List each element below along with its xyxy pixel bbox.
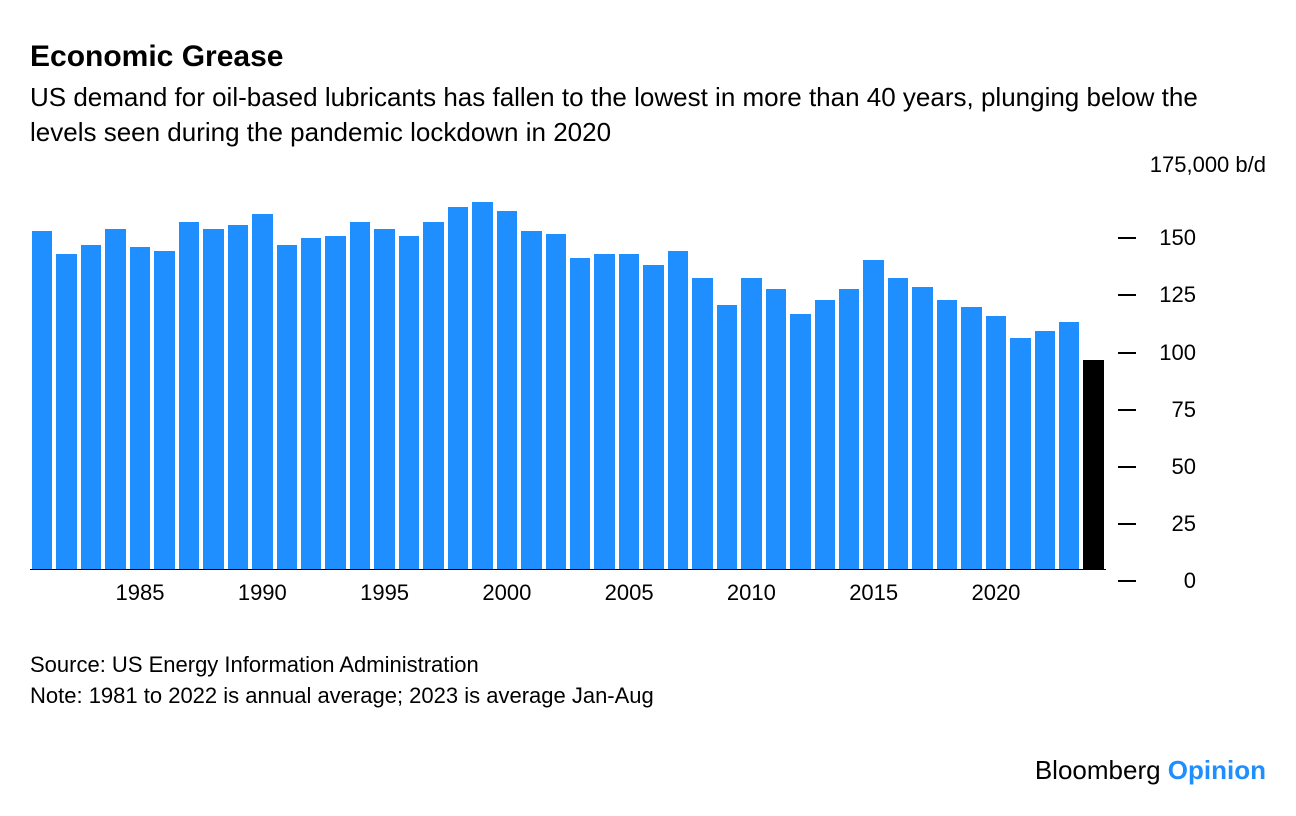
note-text: Note: 1981 to 2022 is annual average; 20… bbox=[30, 681, 1266, 712]
x-tick-label: 2005 bbox=[605, 580, 654, 606]
y-tick: 0 bbox=[1118, 568, 1266, 594]
y-tick-dash bbox=[1118, 409, 1136, 411]
y-tick: 125 bbox=[1118, 282, 1266, 308]
x-tick-label: 1985 bbox=[116, 580, 165, 606]
bar bbox=[154, 251, 174, 569]
bar bbox=[325, 236, 345, 569]
bar bbox=[766, 289, 786, 569]
x-tick-label: 2020 bbox=[971, 580, 1020, 606]
bars-row bbox=[30, 180, 1106, 570]
y-tick-label: 75 bbox=[1146, 397, 1196, 423]
bar bbox=[350, 222, 370, 569]
bar bbox=[937, 300, 957, 569]
bar bbox=[203, 229, 223, 569]
bar bbox=[790, 314, 810, 570]
y-tick: 150 bbox=[1118, 225, 1266, 251]
bar bbox=[56, 254, 76, 570]
y-tick-dash bbox=[1118, 352, 1136, 354]
bar bbox=[839, 289, 859, 569]
chart-area: 19851990199520002005201020152020 175,000… bbox=[30, 180, 1266, 610]
bar bbox=[546, 234, 566, 570]
y-tick: 50 bbox=[1118, 454, 1266, 480]
bar bbox=[717, 305, 737, 570]
bar bbox=[1035, 331, 1055, 569]
bar bbox=[521, 231, 541, 569]
y-tick-dash bbox=[1118, 466, 1136, 468]
bar bbox=[105, 229, 125, 569]
bar bbox=[1059, 322, 1079, 569]
bar bbox=[815, 300, 835, 569]
chart-subtitle: US demand for oil-based lubricants has f… bbox=[30, 80, 1266, 150]
y-tick: 25 bbox=[1118, 511, 1266, 537]
bar bbox=[1083, 360, 1103, 569]
bar bbox=[497, 211, 517, 569]
y-tick-label: 150 bbox=[1146, 225, 1196, 251]
plot-area: 1985 1990 1995 2000 2005 2010 2015 2020 bbox=[30, 180, 1106, 610]
bar bbox=[252, 214, 272, 570]
brand-bloomberg: Bloomberg bbox=[1035, 755, 1161, 785]
bar bbox=[888, 278, 908, 569]
bar bbox=[32, 231, 52, 569]
bar bbox=[472, 202, 492, 569]
bar bbox=[277, 245, 297, 570]
y-tick-dash bbox=[1118, 294, 1136, 296]
brand-logo: Bloomberg Opinion bbox=[1035, 755, 1266, 786]
x-axis-labels: 1985 1990 1995 2000 2005 2010 2015 2020 bbox=[30, 580, 1106, 610]
bar bbox=[448, 207, 468, 569]
bar bbox=[668, 251, 688, 569]
y-tick: 100 bbox=[1118, 340, 1266, 366]
bar bbox=[423, 222, 443, 569]
bar bbox=[619, 254, 639, 570]
bar bbox=[228, 225, 248, 570]
bar bbox=[179, 222, 199, 569]
chart-container: Economic Grease US demand for oil-based … bbox=[0, 0, 1296, 816]
bar bbox=[643, 265, 663, 570]
y-tick-dash bbox=[1118, 580, 1136, 582]
bar bbox=[692, 278, 712, 569]
x-tick-label: 2015 bbox=[849, 580, 898, 606]
y-tick-label: 100 bbox=[1146, 340, 1196, 366]
bar bbox=[81, 245, 101, 570]
y-tick-dash bbox=[1118, 237, 1136, 239]
source-text: Source: US Energy Information Administra… bbox=[30, 650, 1266, 681]
chart-footer: Source: US Energy Information Administra… bbox=[30, 650, 1266, 712]
y-axis-unit-label: 175,000 b/d bbox=[1150, 152, 1266, 178]
bar bbox=[594, 254, 614, 570]
bar bbox=[863, 260, 883, 569]
bar bbox=[741, 278, 761, 569]
bar bbox=[570, 258, 590, 569]
x-tick-label: 2010 bbox=[727, 580, 776, 606]
bar bbox=[399, 236, 419, 569]
chart-title: Economic Grease bbox=[30, 40, 1266, 74]
y-tick-label: 125 bbox=[1146, 282, 1196, 308]
bar bbox=[961, 307, 981, 569]
y-tick-label: 0 bbox=[1146, 568, 1196, 594]
y-tick-dash bbox=[1118, 523, 1136, 525]
x-tick-label: 1995 bbox=[360, 580, 409, 606]
bar bbox=[374, 229, 394, 569]
bar bbox=[130, 247, 150, 569]
y-tick: 75 bbox=[1118, 397, 1266, 423]
y-tick-label: 50 bbox=[1146, 454, 1196, 480]
x-tick-label: 2000 bbox=[482, 580, 531, 606]
bar bbox=[301, 238, 321, 569]
brand-opinion: Opinion bbox=[1168, 755, 1266, 785]
x-tick-label: 1990 bbox=[238, 580, 287, 606]
y-tick-label: 25 bbox=[1146, 511, 1196, 537]
bar bbox=[1010, 338, 1030, 569]
y-axis: 175,000 b/d 0255075100125150 bbox=[1106, 180, 1266, 610]
bar bbox=[912, 287, 932, 569]
bar bbox=[986, 316, 1006, 569]
